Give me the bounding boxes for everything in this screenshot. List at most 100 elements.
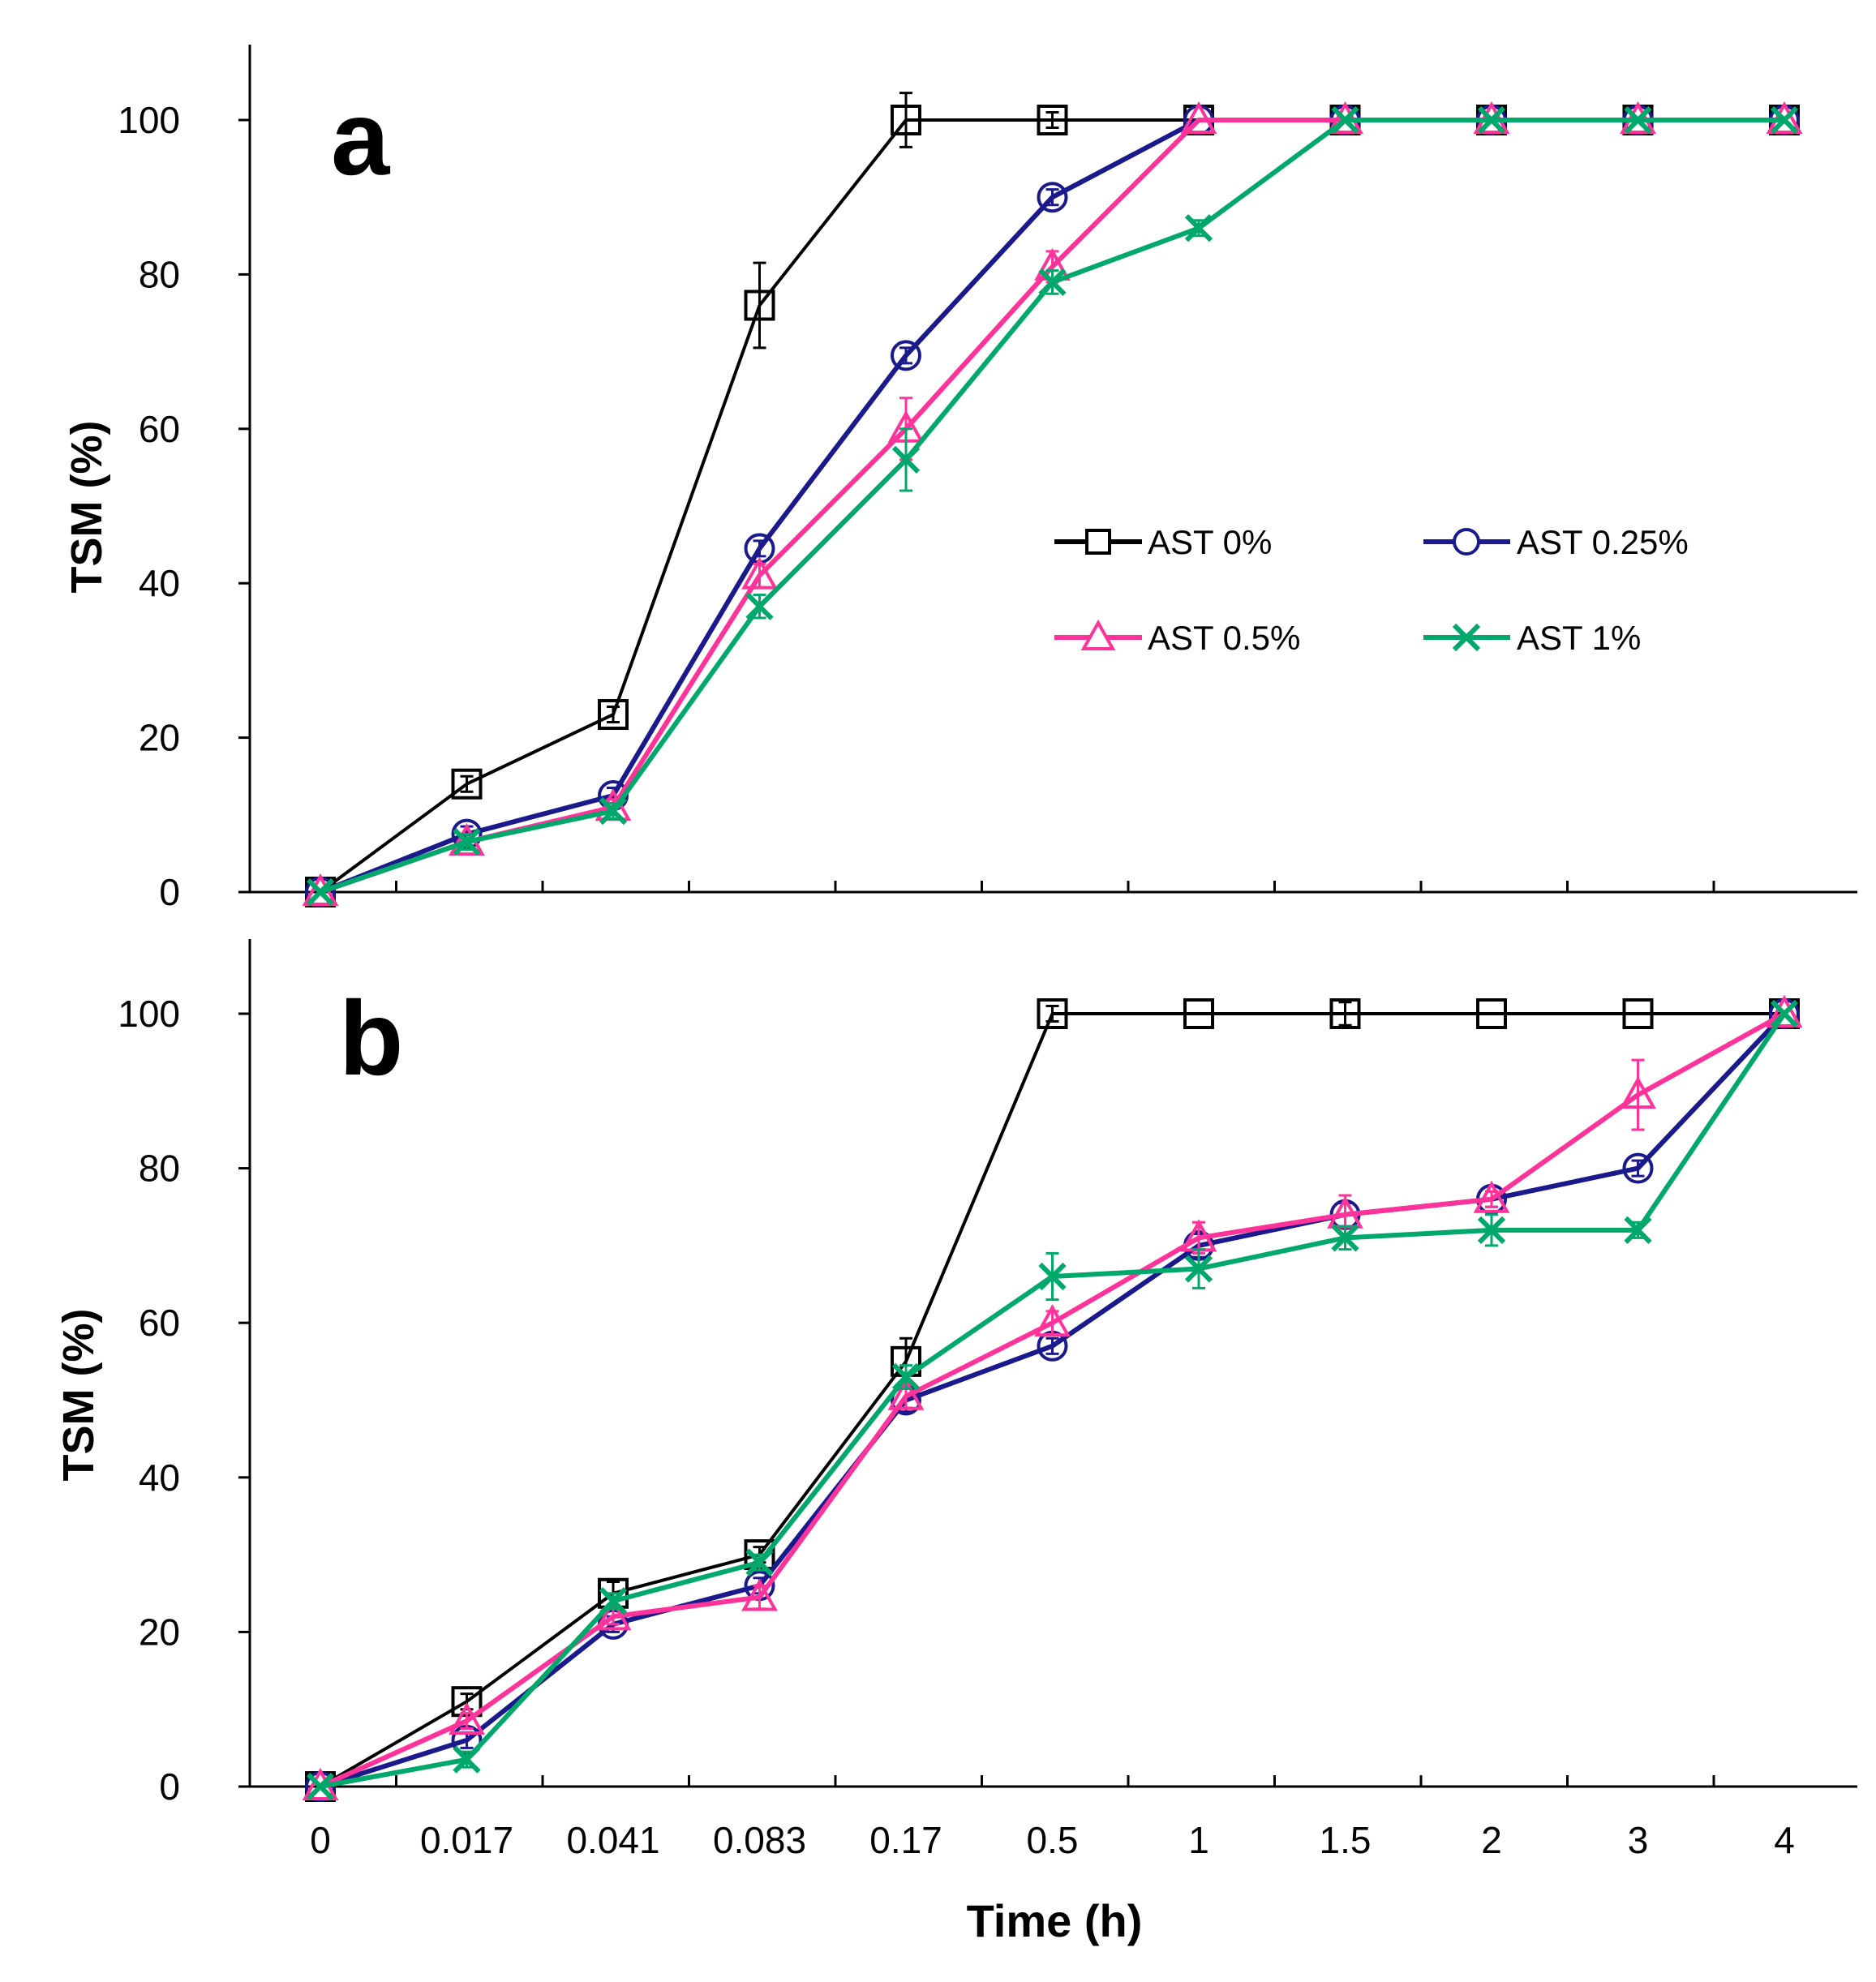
legend-item-ast-0-5: AST 0.5% [1054, 619, 1300, 657]
panel-b-series-ast-0-25-error-bar [1631, 1159, 1645, 1178]
panel-b-series-ast-1-point-4 [1770, 999, 1799, 1028]
x-tick-label-0-083: 0.083 [713, 1819, 806, 1861]
panel-a-series-ast-0-5-point-1 [1180, 101, 1217, 134]
panel-b-series-ast-1-point-0-041 [599, 1587, 628, 1615]
panel-a-y-tick-label-0: 0 [159, 871, 180, 913]
panel-b-y-ticks: 0 20 40 60 80 100 [118, 993, 250, 1808]
panel-b-y-label: TSM (%) [54, 1309, 103, 1482]
x-tick-labels: 0 0.017 0.041 0.083 0.17 0.5 1 1.5 2 3 4 [310, 1819, 1795, 1861]
panel-a-series [302, 92, 1803, 907]
panel-a-series-ast-1-point-3 [1624, 105, 1652, 135]
x-tick-label-1: 1 [1188, 1819, 1209, 1861]
panel-b-series-ast-0-25 [305, 998, 1800, 1802]
panel-b-series-ast-1-point-3 [1624, 1216, 1652, 1244]
legend-marker-ast-0-5 [1080, 619, 1116, 650]
panel-b-series-ast-0-error-bar [1338, 1001, 1352, 1027]
panel-b-series-ast-1-point-0-017 [453, 1745, 481, 1774]
x-tick-label-0-17: 0.17 [869, 1819, 942, 1861]
panel-a-series-ast-0-point-0-017 [451, 768, 483, 800]
panel-b-series-ast-1-point-1 [1184, 1255, 1213, 1283]
panel-a-y-ticks: 0 20 40 60 80 100 [118, 99, 250, 913]
panel-a-series-ast-0-25-line [319, 118, 1784, 894]
panel-a-series-ast-1-point-0-5 [1038, 268, 1067, 297]
panel-a-series-ast-0-error-bar [753, 261, 766, 350]
legend-item-ast-0: AST 0% [1054, 523, 1272, 561]
panel-a-series-ast-0-error-bar [899, 92, 912, 148]
x-tick-label-4: 4 [1774, 1819, 1795, 1861]
x-axis-label: Time (h) [967, 1895, 1143, 1946]
panel-b-y-tick-label-100: 100 [118, 993, 180, 1035]
panel-a-series-ast-0-error-bar [460, 774, 474, 793]
panel-b-label: b [339, 979, 403, 1097]
panel-b-series-ast-0-error-bar [1045, 1004, 1059, 1023]
panel-a-y-tick-label-40: 40 [139, 562, 180, 604]
panel-a-series-ast-1 [306, 105, 1799, 907]
x-tick-label-2: 2 [1481, 1819, 1502, 1861]
panel-b-series-ast-0-25-error-bar [1045, 1336, 1059, 1355]
panel-b-x-ticks [248, 1775, 1715, 1787]
panel-a-y-label: TSM (%) [62, 421, 111, 594]
panel-a-series-ast-0-5 [302, 101, 1803, 906]
panel-a-series-ast-0-error-bar [607, 706, 620, 724]
panel-b-series-ast-0-5-line [319, 1011, 1786, 1789]
panel-a-series-ast-0-25-error-bar [1045, 188, 1059, 207]
panel-b-y-tick-label-80: 80 [139, 1148, 180, 1190]
panel-b-series-ast-1-point-2 [1477, 1216, 1506, 1244]
panel-a-series-ast-0-point-0-17 [891, 105, 921, 135]
panel-a-series-ast-0-25-point-0-5 [1037, 182, 1068, 213]
panel-b-y-tick-label-40: 40 [139, 1456, 180, 1499]
panel-a-series-ast-1-point-1-5 [1331, 105, 1359, 135]
panel-a-series-ast-0-5-point-0-083 [741, 556, 778, 590]
x-tick-label-0-5: 0.5 [1027, 1819, 1079, 1861]
panel-b-series [302, 994, 1803, 1802]
panel-a-series-ast-0-point-0-041 [598, 699, 629, 731]
panel-b-series-ast-0-point-1-5 [1329, 998, 1361, 1029]
panel-a-series-ast-0-25 [305, 105, 1800, 907]
panel-b-series-ast-0-5-point-2 [1473, 1180, 1510, 1213]
panel-a-series-ast-1-point-0-041 [599, 796, 628, 826]
panel-a-y-tick-label-60: 60 [139, 408, 180, 450]
panel-b-y-tick-label-20: 20 [139, 1611, 180, 1653]
legend-label-ast-0-5: AST 0.5% [1148, 619, 1300, 657]
panel-a-series-ast-1-point-0-083 [745, 592, 774, 620]
panel-a-series-ast-0-point-0-083 [744, 290, 775, 321]
legend-label-ast-1: AST 1% [1517, 619, 1641, 657]
panel-a-series-ast-1-point-2 [1477, 105, 1506, 135]
panel-a-series-ast-1-line [320, 118, 1784, 894]
panel-b-series-ast-0-5-point-0-17 [887, 1377, 925, 1410]
panel-b-series-ast-1-point-1-5 [1331, 1224, 1359, 1252]
panel-b-series-ast-0-5 [302, 994, 1803, 1800]
panel-b-series-ast-0-5-point-0-041 [595, 1598, 632, 1631]
panel-a-y-tick-label-20: 20 [139, 717, 180, 759]
panel-b-series-ast-0 [305, 998, 1800, 1802]
panel-a-series-ast-1-point-4 [1770, 105, 1799, 135]
panel-b-series-ast-0-5-point-0-5 [1034, 1304, 1071, 1337]
panel-b-series-ast-0-5-point-0-083 [741, 1578, 778, 1611]
panel-a-series-ast-0-25-error-bar [899, 346, 912, 365]
legend-label-ast-0-25: AST 0.25% [1517, 523, 1689, 561]
x-tick-label-0: 0 [310, 1819, 331, 1861]
panel-b-series-ast-0-point-0-5 [1037, 998, 1068, 1029]
panel-b-series-ast-0-5-error-bar [1631, 1058, 1645, 1131]
panel-a-y-tick-label-100: 100 [118, 99, 180, 141]
panel-a-series-ast-0-line [319, 118, 1784, 894]
panel-a-series-ast-1-point-1 [1184, 214, 1213, 242]
panel-a-series-ast-1-point-0-17 [891, 445, 921, 474]
panel-b-y-tick-label-60: 60 [139, 1302, 180, 1344]
panel-b-series-ast-0-25-point-3 [1622, 1152, 1654, 1184]
legend-marker-ast-0 [1085, 529, 1111, 555]
legend-label-ast-0: AST 0% [1148, 523, 1272, 561]
x-tick-label-0-017: 0.017 [420, 1819, 513, 1861]
panel-b-series-ast-1 [306, 999, 1799, 1801]
panel-a-series-ast-0-point-0-5 [1037, 105, 1068, 135]
panel-a-x-ticks [248, 881, 1715, 892]
x-tick-label-1-5: 1.5 [1320, 1819, 1372, 1861]
panel-a-label: a [331, 79, 391, 197]
panel-b-series-ast-1-point-0-083 [745, 1548, 774, 1577]
legend-item-ast-1: AST 1% [1423, 619, 1641, 657]
panel-a-series-ast-0-25-point-0-17 [891, 340, 921, 371]
panel-a-series-ast-1-point-0 [306, 877, 335, 907]
legend-marker-ast-1 [1452, 623, 1481, 652]
